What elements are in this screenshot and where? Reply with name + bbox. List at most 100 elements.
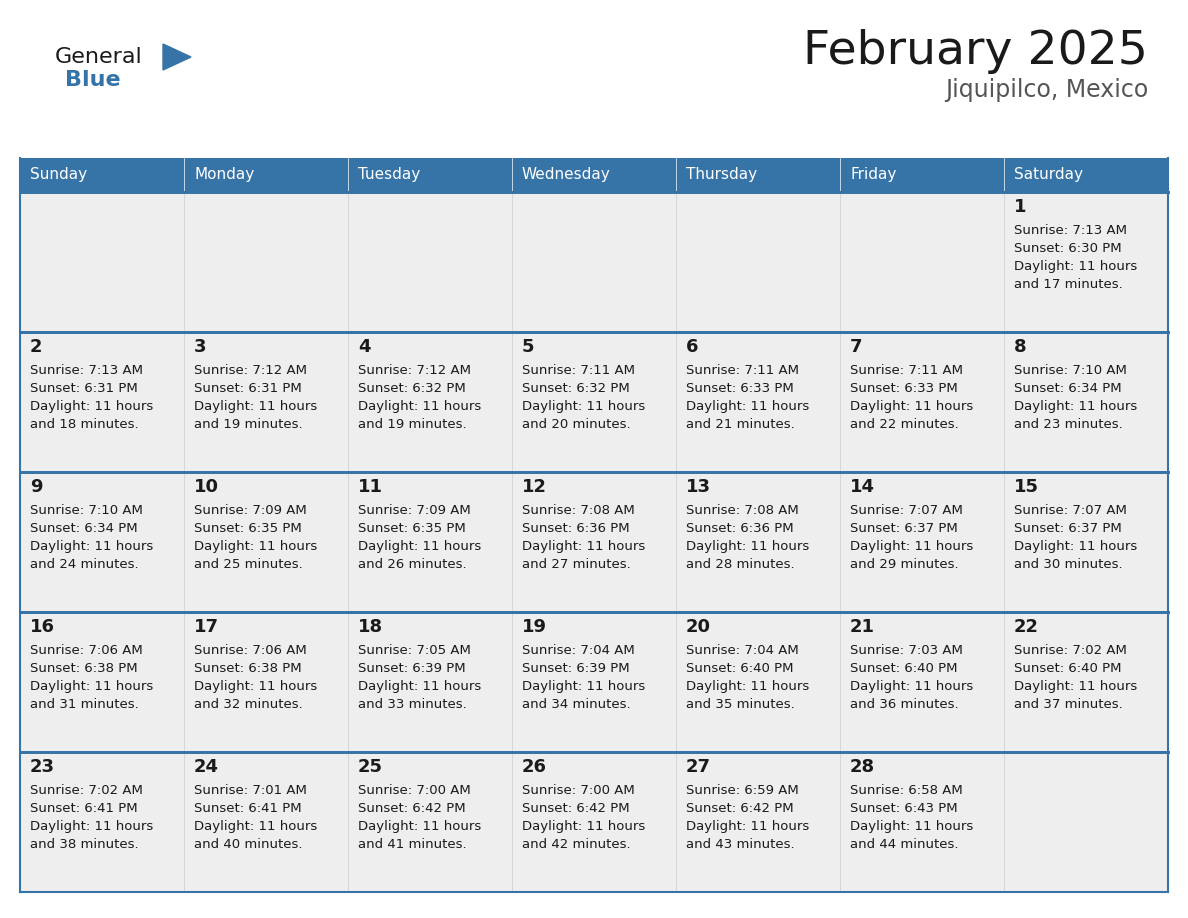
Text: Sunrise: 7:00 AM: Sunrise: 7:00 AM bbox=[358, 784, 470, 797]
Text: Sunrise: 7:13 AM: Sunrise: 7:13 AM bbox=[1015, 224, 1127, 237]
Text: Daylight: 11 hours: Daylight: 11 hours bbox=[849, 400, 973, 413]
Text: Daylight: 11 hours: Daylight: 11 hours bbox=[1015, 260, 1137, 273]
Text: Daylight: 11 hours: Daylight: 11 hours bbox=[194, 820, 317, 833]
Text: and 28 minutes.: and 28 minutes. bbox=[685, 558, 795, 571]
Text: Sunset: 6:36 PM: Sunset: 6:36 PM bbox=[685, 522, 794, 535]
Text: Daylight: 11 hours: Daylight: 11 hours bbox=[522, 820, 645, 833]
Text: and 23 minutes.: and 23 minutes. bbox=[1015, 418, 1123, 431]
Bar bbox=[20, 158, 1168, 192]
Text: Sunset: 6:39 PM: Sunset: 6:39 PM bbox=[358, 662, 466, 675]
Text: and 20 minutes.: and 20 minutes. bbox=[522, 418, 631, 431]
Text: Sunset: 6:36 PM: Sunset: 6:36 PM bbox=[522, 522, 630, 535]
Text: Sunrise: 7:07 AM: Sunrise: 7:07 AM bbox=[849, 504, 963, 517]
Text: and 22 minutes.: and 22 minutes. bbox=[849, 418, 959, 431]
Text: and 43 minutes.: and 43 minutes. bbox=[685, 838, 795, 851]
Text: Sunrise: 7:04 AM: Sunrise: 7:04 AM bbox=[522, 644, 634, 657]
Text: Sunset: 6:37 PM: Sunset: 6:37 PM bbox=[849, 522, 958, 535]
Text: Daylight: 11 hours: Daylight: 11 hours bbox=[30, 540, 153, 553]
Text: Sunset: 6:42 PM: Sunset: 6:42 PM bbox=[522, 802, 630, 815]
Text: and 40 minutes.: and 40 minutes. bbox=[194, 838, 303, 851]
Text: and 27 minutes.: and 27 minutes. bbox=[522, 558, 631, 571]
Text: 5: 5 bbox=[522, 338, 535, 356]
Text: Sunset: 6:34 PM: Sunset: 6:34 PM bbox=[30, 522, 138, 535]
Text: and 29 minutes.: and 29 minutes. bbox=[849, 558, 959, 571]
Text: 7: 7 bbox=[849, 338, 862, 356]
Text: Daylight: 11 hours: Daylight: 11 hours bbox=[358, 540, 481, 553]
Text: Daylight: 11 hours: Daylight: 11 hours bbox=[849, 540, 973, 553]
Text: Sunset: 6:31 PM: Sunset: 6:31 PM bbox=[194, 382, 302, 395]
Text: Daylight: 11 hours: Daylight: 11 hours bbox=[1015, 540, 1137, 553]
Polygon shape bbox=[163, 44, 191, 70]
Text: Daylight: 11 hours: Daylight: 11 hours bbox=[30, 680, 153, 693]
Text: Sunrise: 7:12 AM: Sunrise: 7:12 AM bbox=[358, 364, 470, 377]
Text: Sunset: 6:31 PM: Sunset: 6:31 PM bbox=[30, 382, 138, 395]
Bar bbox=[20, 612, 1168, 752]
Text: and 17 minutes.: and 17 minutes. bbox=[1015, 278, 1123, 291]
Text: and 24 minutes.: and 24 minutes. bbox=[30, 558, 139, 571]
Text: Sunset: 6:43 PM: Sunset: 6:43 PM bbox=[849, 802, 958, 815]
Text: Daylight: 11 hours: Daylight: 11 hours bbox=[358, 680, 481, 693]
Text: Thursday: Thursday bbox=[685, 167, 757, 183]
Text: Daylight: 11 hours: Daylight: 11 hours bbox=[522, 680, 645, 693]
Text: Sunset: 6:32 PM: Sunset: 6:32 PM bbox=[358, 382, 466, 395]
Text: Tuesday: Tuesday bbox=[358, 167, 421, 183]
Text: and 25 minutes.: and 25 minutes. bbox=[194, 558, 303, 571]
Text: Sunrise: 7:13 AM: Sunrise: 7:13 AM bbox=[30, 364, 143, 377]
Text: Sunset: 6:37 PM: Sunset: 6:37 PM bbox=[1015, 522, 1121, 535]
Text: Sunset: 6:30 PM: Sunset: 6:30 PM bbox=[1015, 242, 1121, 255]
Text: Sunset: 6:33 PM: Sunset: 6:33 PM bbox=[685, 382, 794, 395]
Text: and 34 minutes.: and 34 minutes. bbox=[522, 698, 631, 711]
Text: Sunrise: 7:10 AM: Sunrise: 7:10 AM bbox=[30, 504, 143, 517]
Text: Sunrise: 7:09 AM: Sunrise: 7:09 AM bbox=[358, 504, 470, 517]
Text: and 31 minutes.: and 31 minutes. bbox=[30, 698, 139, 711]
Text: Daylight: 11 hours: Daylight: 11 hours bbox=[1015, 400, 1137, 413]
Text: and 35 minutes.: and 35 minutes. bbox=[685, 698, 795, 711]
Text: Sunset: 6:38 PM: Sunset: 6:38 PM bbox=[194, 662, 302, 675]
Text: Daylight: 11 hours: Daylight: 11 hours bbox=[849, 820, 973, 833]
Text: Sunrise: 7:02 AM: Sunrise: 7:02 AM bbox=[1015, 644, 1127, 657]
Text: and 37 minutes.: and 37 minutes. bbox=[1015, 698, 1123, 711]
Text: Daylight: 11 hours: Daylight: 11 hours bbox=[194, 540, 317, 553]
Text: Sunrise: 7:11 AM: Sunrise: 7:11 AM bbox=[849, 364, 963, 377]
Text: Sunrise: 7:08 AM: Sunrise: 7:08 AM bbox=[522, 504, 634, 517]
Text: Daylight: 11 hours: Daylight: 11 hours bbox=[685, 540, 809, 553]
Text: Daylight: 11 hours: Daylight: 11 hours bbox=[358, 400, 481, 413]
Bar bbox=[20, 752, 1168, 892]
Bar bbox=[20, 192, 1168, 332]
Text: Blue: Blue bbox=[65, 70, 121, 90]
Text: 16: 16 bbox=[30, 618, 55, 636]
Text: Daylight: 11 hours: Daylight: 11 hours bbox=[30, 400, 153, 413]
Text: Daylight: 11 hours: Daylight: 11 hours bbox=[685, 820, 809, 833]
Text: Sunset: 6:33 PM: Sunset: 6:33 PM bbox=[849, 382, 958, 395]
Text: Sunset: 6:40 PM: Sunset: 6:40 PM bbox=[849, 662, 958, 675]
Text: 11: 11 bbox=[358, 478, 383, 496]
Text: Sunrise: 7:04 AM: Sunrise: 7:04 AM bbox=[685, 644, 798, 657]
Text: Daylight: 11 hours: Daylight: 11 hours bbox=[522, 400, 645, 413]
Text: Sunrise: 7:00 AM: Sunrise: 7:00 AM bbox=[522, 784, 634, 797]
Text: Jiquipilco, Mexico: Jiquipilco, Mexico bbox=[944, 78, 1148, 102]
Text: 2: 2 bbox=[30, 338, 43, 356]
Text: 12: 12 bbox=[522, 478, 546, 496]
Bar bbox=[20, 472, 1168, 612]
Text: Sunrise: 7:09 AM: Sunrise: 7:09 AM bbox=[194, 504, 307, 517]
Text: 14: 14 bbox=[849, 478, 876, 496]
Text: Sunset: 6:35 PM: Sunset: 6:35 PM bbox=[358, 522, 466, 535]
Text: 19: 19 bbox=[522, 618, 546, 636]
Text: Daylight: 11 hours: Daylight: 11 hours bbox=[685, 680, 809, 693]
Text: Sunrise: 6:58 AM: Sunrise: 6:58 AM bbox=[849, 784, 962, 797]
Text: Wednesday: Wednesday bbox=[522, 167, 611, 183]
Text: 23: 23 bbox=[30, 758, 55, 776]
Text: Daylight: 11 hours: Daylight: 11 hours bbox=[358, 820, 481, 833]
Text: Sunrise: 7:11 AM: Sunrise: 7:11 AM bbox=[522, 364, 636, 377]
Text: Sunrise: 7:01 AM: Sunrise: 7:01 AM bbox=[194, 784, 307, 797]
Text: and 19 minutes.: and 19 minutes. bbox=[358, 418, 467, 431]
Text: 27: 27 bbox=[685, 758, 710, 776]
Text: Monday: Monday bbox=[194, 167, 254, 183]
Text: 1: 1 bbox=[1015, 198, 1026, 216]
Text: Sunset: 6:42 PM: Sunset: 6:42 PM bbox=[685, 802, 794, 815]
Text: 21: 21 bbox=[849, 618, 876, 636]
Text: Friday: Friday bbox=[849, 167, 897, 183]
Text: and 38 minutes.: and 38 minutes. bbox=[30, 838, 139, 851]
Text: Daylight: 11 hours: Daylight: 11 hours bbox=[685, 400, 809, 413]
Text: and 19 minutes.: and 19 minutes. bbox=[194, 418, 303, 431]
